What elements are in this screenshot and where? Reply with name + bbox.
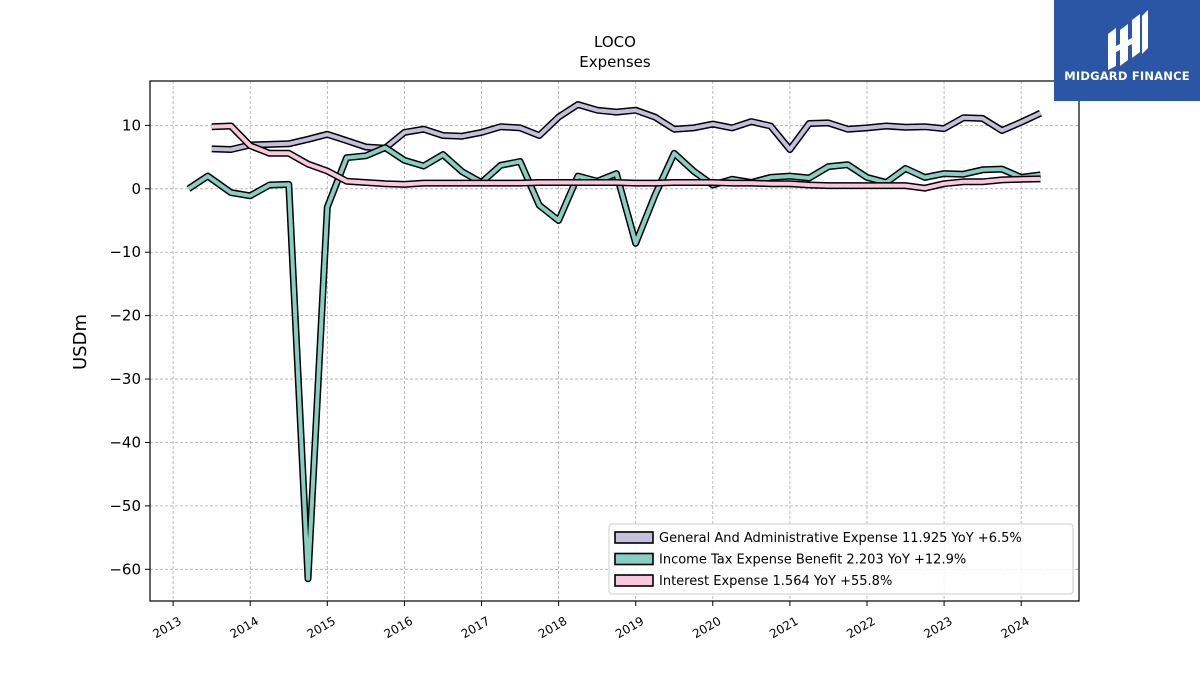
legend-label: Interest Expense 1.564 YoY +55.8% [659, 574, 892, 589]
y-axis: 10 0 −10 −20 −30 −40 −50 −60 [109, 116, 150, 578]
y-tick-label: −20 [109, 307, 141, 325]
legend-swatch [614, 531, 654, 544]
company-logo: MIDGARD FINANCE [1054, 0, 1200, 101]
legend-label: Income Tax Expense Benefit 2.203 YoY +12… [659, 553, 966, 568]
x-tick-label: 2022 [844, 614, 877, 641]
y-tick-label: 10 [122, 116, 141, 134]
series-line-outline [186, 144, 1041, 583]
legend-box [608, 523, 1074, 595]
x-tick-label: 2015 [305, 614, 338, 641]
x-tick-label: 2024 [998, 614, 1031, 641]
y-tick-label: 0 [131, 180, 141, 198]
y-tick-label: −30 [109, 370, 141, 388]
chart-title: LOCO [594, 33, 636, 51]
grid [150, 81, 1079, 601]
y-tick-label: −10 [109, 243, 141, 261]
x-tick-label: 2014 [227, 614, 260, 641]
y-axis-label: USDm [70, 314, 91, 370]
x-axis: 2013 2014 2015 2016 2017 2018 2019 2020 2021 2022… [150, 601, 1032, 641]
logo-mark-icon [1108, 10, 1148, 70]
series-1 [186, 144, 1041, 583]
x-tick-label: 2016 [382, 614, 415, 641]
y-tick-label: −50 [109, 497, 141, 515]
x-tick-label: 2020 [690, 614, 723, 641]
legend-swatch [614, 574, 654, 587]
legend: General And Administrative Expense 11.92… [608, 523, 1074, 595]
legend-swatch [614, 552, 654, 566]
x-tick-label: 2017 [459, 614, 492, 641]
y-tick-label: −40 [109, 433, 141, 451]
chart-subtitle: Expenses [579, 53, 651, 71]
x-tick-label: 2019 [613, 614, 646, 641]
y-tick-label: −60 [109, 560, 141, 578]
series-line [211, 124, 1041, 191]
plot-area [186, 101, 1042, 583]
series-2 [211, 122, 1041, 192]
x-tick-label: 2023 [921, 614, 954, 641]
x-tick-label: 2018 [536, 614, 569, 641]
series-line [211, 102, 1042, 152]
series-0 [211, 101, 1042, 153]
plot-frame [149, 80, 1080, 602]
x-tick-label: 2013 [150, 614, 183, 641]
logo-text: MIDGARD FINANCE [1064, 69, 1190, 83]
legend-label: General And Administrative Expense 11.92… [659, 531, 1022, 546]
x-tick-label: 2021 [767, 614, 800, 641]
series-line [187, 145, 1041, 581]
